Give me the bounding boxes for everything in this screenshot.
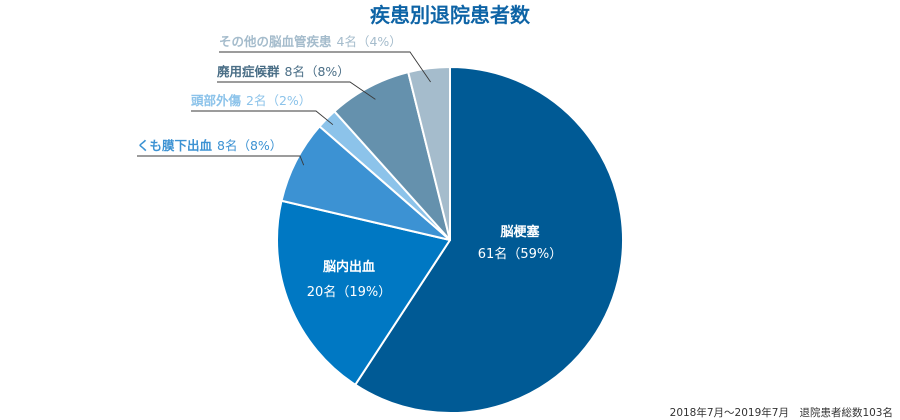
slice-label-3: 頭部外傷 2名（2%） (191, 93, 311, 108)
slice-value-0: 61名（59%） (478, 246, 562, 262)
slice-value-3: 2名（2%） (246, 93, 311, 108)
pie-slice-5 (407, 65, 451, 241)
pie-slice-1 (276, 199, 451, 386)
leader-line-5 (219, 51, 431, 83)
slice-label-4: 廃用症候群 8名（8%） (217, 64, 350, 79)
slice-label-2: くも膜下出血 8名（8%） (137, 138, 282, 153)
slice-label-5: その他の脳血管疾患 4名（4%） (219, 34, 402, 49)
slice-name-5: その他の脳血管疾患 (219, 34, 332, 49)
chart-footnote: 2018年7月～2019年7月 退院患者総数103名 (670, 406, 893, 419)
leader-line-4 (217, 81, 376, 100)
slice-name-2: くも膜下出血 (137, 138, 213, 153)
leader-line-3 (191, 110, 334, 126)
chart-title: 疾患別退院患者数 (370, 3, 531, 27)
slice-name-4: 廃用症候群 (217, 64, 280, 79)
pie-slices (276, 65, 625, 414)
leader-line-2 (137, 155, 305, 166)
slice-value-5: 4名（4%） (337, 34, 402, 49)
slice-label-0: 脳梗塞 (500, 224, 540, 240)
slice-name-3: 頭部外傷 (191, 93, 242, 108)
slice-value-2: 8名（8%） (217, 138, 282, 153)
slice-value-4: 8名（8%） (285, 64, 350, 79)
slice-label-1: 脳内出血 (323, 259, 375, 275)
slice-value-1: 20名（19%） (307, 284, 391, 300)
slice-labels: 脳梗塞 61名（59%） 脳内出血 20名（19%） くも膜下出血 8名（8%） 頭部外傷 2… (137, 34, 562, 300)
pie-slice-0 (354, 66, 625, 414)
